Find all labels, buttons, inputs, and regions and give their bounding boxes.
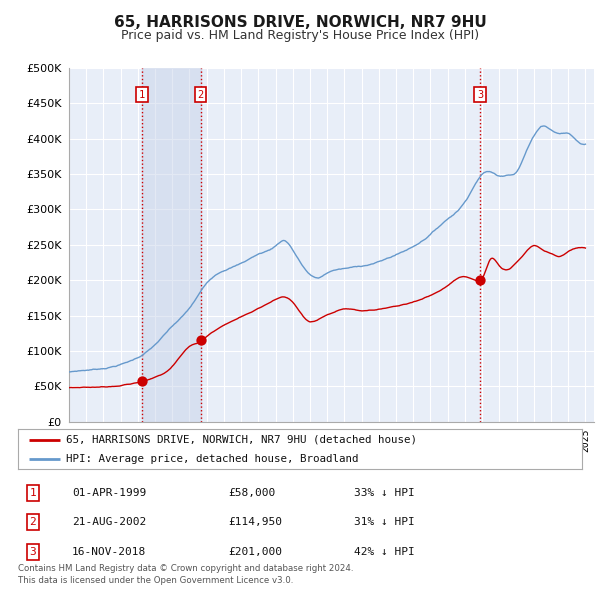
Text: 2: 2 <box>197 90 203 100</box>
Point <box>475 275 485 284</box>
Text: 31% ↓ HPI: 31% ↓ HPI <box>354 517 415 527</box>
Text: 42% ↓ HPI: 42% ↓ HPI <box>354 547 415 556</box>
Text: HPI: Average price, detached house, Broadland: HPI: Average price, detached house, Broa… <box>66 454 358 464</box>
Text: 3: 3 <box>29 547 37 556</box>
Text: 3: 3 <box>477 90 483 100</box>
Bar <box>142 68 200 422</box>
Text: 65, HARRISONS DRIVE, NORWICH, NR7 9HU: 65, HARRISONS DRIVE, NORWICH, NR7 9HU <box>113 15 487 30</box>
Point <box>196 336 205 345</box>
Text: 1: 1 <box>139 90 145 100</box>
Text: 16-NOV-2018: 16-NOV-2018 <box>72 547 146 556</box>
Point <box>137 376 147 385</box>
Text: 21-AUG-2002: 21-AUG-2002 <box>72 517 146 527</box>
Text: 65, HARRISONS DRIVE, NORWICH, NR7 9HU (detached house): 65, HARRISONS DRIVE, NORWICH, NR7 9HU (d… <box>66 435 417 445</box>
Text: 01-APR-1999: 01-APR-1999 <box>72 488 146 497</box>
Text: 1: 1 <box>29 488 37 497</box>
Text: 33% ↓ HPI: 33% ↓ HPI <box>354 488 415 497</box>
Text: 2: 2 <box>29 517 37 527</box>
Text: Contains HM Land Registry data © Crown copyright and database right 2024.
This d: Contains HM Land Registry data © Crown c… <box>18 565 353 585</box>
Text: Price paid vs. HM Land Registry's House Price Index (HPI): Price paid vs. HM Land Registry's House … <box>121 30 479 42</box>
Text: £58,000: £58,000 <box>228 488 275 497</box>
Text: £201,000: £201,000 <box>228 547 282 556</box>
Text: £114,950: £114,950 <box>228 517 282 527</box>
